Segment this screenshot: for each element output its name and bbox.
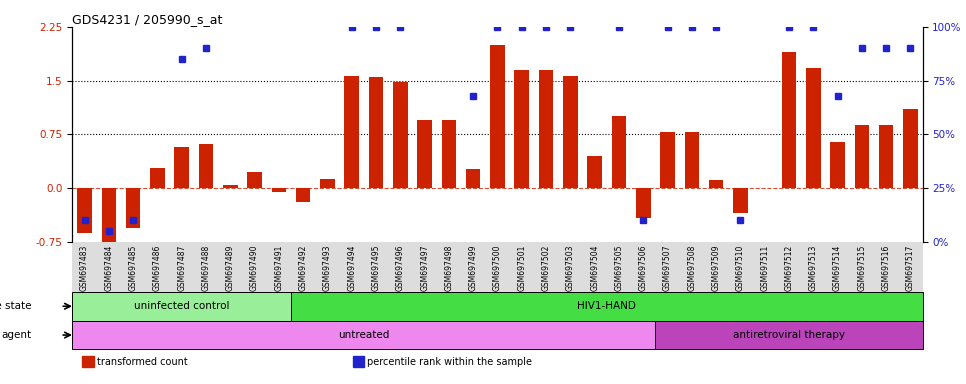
Bar: [587, 156, 602, 188]
Text: GSM697497: GSM697497: [420, 245, 429, 291]
Text: GSM697509: GSM697509: [712, 245, 721, 291]
Bar: [830, 142, 845, 188]
Bar: [466, 169, 480, 188]
Bar: [247, 172, 262, 188]
Text: GSM697512: GSM697512: [784, 245, 793, 291]
Text: GSM697500: GSM697500: [493, 245, 502, 291]
Bar: [806, 68, 820, 188]
Text: GSM697492: GSM697492: [298, 245, 308, 291]
Text: GSM697496: GSM697496: [396, 245, 405, 291]
Bar: [855, 125, 869, 188]
Bar: [709, 180, 724, 188]
Bar: [781, 52, 796, 188]
Text: GSM697494: GSM697494: [347, 245, 356, 291]
Bar: [175, 147, 189, 188]
Bar: [879, 125, 894, 188]
Bar: [417, 120, 432, 188]
Text: GSM697505: GSM697505: [614, 245, 623, 291]
Text: GSM697484: GSM697484: [104, 245, 113, 291]
Bar: [320, 179, 335, 188]
Text: GSM697515: GSM697515: [857, 245, 867, 291]
Bar: [393, 82, 408, 188]
Bar: [655, 321, 923, 349]
Bar: [539, 70, 554, 188]
Bar: [223, 185, 238, 188]
Text: GSM697502: GSM697502: [542, 245, 551, 291]
Text: transformed count: transformed count: [97, 357, 187, 367]
Text: GSM697486: GSM697486: [153, 245, 162, 291]
Bar: [72, 292, 291, 321]
Bar: [611, 116, 626, 188]
Bar: [563, 76, 578, 188]
Text: GSM697513: GSM697513: [809, 245, 818, 291]
Text: HIV1-HAND: HIV1-HAND: [578, 301, 637, 311]
Bar: [903, 109, 918, 188]
Text: GSM697511: GSM697511: [760, 245, 769, 291]
Text: GSM697485: GSM697485: [128, 245, 138, 291]
Text: GSM697499: GSM697499: [469, 245, 478, 291]
Bar: [150, 168, 165, 188]
Text: GDS4231 / 205990_s_at: GDS4231 / 205990_s_at: [72, 13, 223, 26]
Bar: [636, 188, 650, 218]
Text: GSM697483: GSM697483: [80, 245, 89, 291]
Bar: [515, 70, 529, 188]
Text: GSM697510: GSM697510: [736, 245, 745, 291]
Text: GSM697514: GSM697514: [833, 245, 842, 291]
Text: GSM697493: GSM697493: [323, 245, 332, 291]
Text: GSM697495: GSM697495: [372, 245, 381, 291]
Bar: [345, 76, 359, 188]
Bar: [660, 132, 675, 188]
Text: percentile rank within the sample: percentile rank within the sample: [367, 357, 532, 367]
Bar: [291, 292, 923, 321]
Text: GSM697490: GSM697490: [250, 245, 259, 291]
Bar: [72, 321, 655, 349]
Text: GSM697501: GSM697501: [517, 245, 526, 291]
Bar: [441, 120, 456, 188]
Bar: [199, 144, 213, 188]
Bar: [490, 45, 505, 188]
Text: agent: agent: [1, 330, 31, 340]
Text: GSM697506: GSM697506: [639, 245, 648, 291]
Text: GSM697516: GSM697516: [882, 245, 891, 291]
Text: GSM697507: GSM697507: [663, 245, 672, 291]
Text: GSM697488: GSM697488: [202, 245, 211, 291]
Text: GSM697517: GSM697517: [906, 245, 915, 291]
Bar: [101, 188, 116, 249]
Text: GSM697487: GSM697487: [177, 245, 186, 291]
Text: antiretroviral therapy: antiretroviral therapy: [733, 330, 845, 340]
Text: GSM697503: GSM697503: [566, 245, 575, 291]
Text: disease state: disease state: [0, 301, 31, 311]
Text: GSM697508: GSM697508: [687, 245, 696, 291]
Bar: [685, 132, 699, 188]
Bar: [77, 188, 92, 233]
Bar: [733, 188, 748, 213]
Text: GSM697491: GSM697491: [274, 245, 283, 291]
Text: GSM697498: GSM697498: [444, 245, 453, 291]
Text: GSM697504: GSM697504: [590, 245, 599, 291]
Bar: [271, 188, 286, 192]
Bar: [296, 188, 310, 202]
Text: GSM697489: GSM697489: [226, 245, 235, 291]
Bar: [369, 77, 384, 188]
Text: untreated: untreated: [338, 330, 389, 340]
Bar: [126, 188, 140, 228]
Text: uninfected control: uninfected control: [134, 301, 230, 311]
